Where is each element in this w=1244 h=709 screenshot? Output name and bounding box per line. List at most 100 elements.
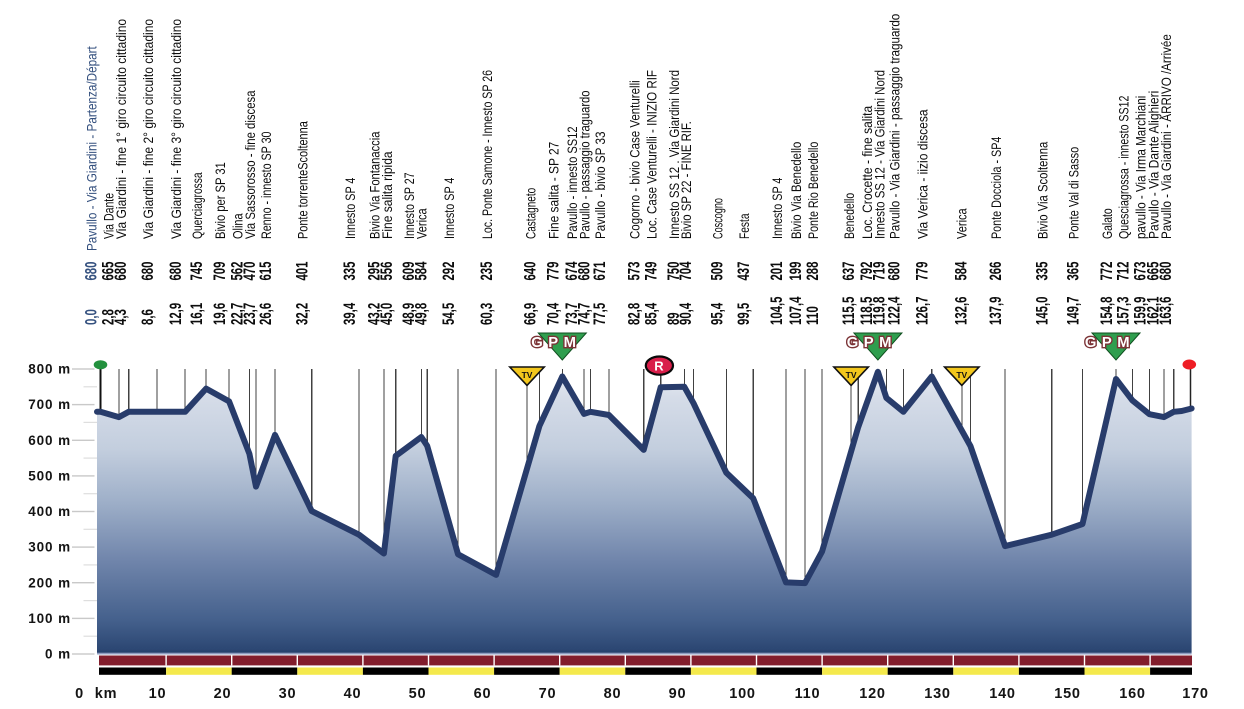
svg-text:200 m: 200 m (28, 575, 71, 590)
svg-text:Bivio Via Benedello: Bivio Via Benedello (788, 142, 804, 239)
svg-text:100 m: 100 m (28, 611, 71, 626)
svg-text:Bivio Via Scoltenna: Bivio Via Scoltenna (1035, 142, 1051, 239)
svg-text:26,6: 26,6 (256, 303, 275, 325)
svg-text:115,5: 115,5 (839, 297, 858, 326)
svg-text:Loc. Case Venturelli - INIZIO: Loc. Case Venturelli - INIZIO RIF (644, 70, 660, 239)
svg-text:90,4: 90,4 (676, 302, 695, 325)
svg-text:74,7: 74,7 (574, 303, 593, 325)
svg-text:Bivio Via Fontanaccia: Bivio Via Fontanaccia (367, 131, 383, 239)
svg-text:719: 719 (869, 262, 888, 281)
svg-text:19,6: 19,6 (210, 303, 229, 325)
svg-text:70: 70 (539, 686, 557, 702)
svg-text:GPM: GPM (1085, 335, 1135, 351)
svg-text:584: 584 (951, 261, 970, 280)
svg-text:Pavullo - Via Giardini - ARRIV: Pavullo - Via Giardini - ARRIVO /Arrivée (1158, 34, 1174, 239)
svg-text:60,3: 60,3 (477, 303, 496, 325)
svg-text:Innesto SS 12 . Via Giardini N: Innesto SS 12 . Via Giardini Nord (666, 70, 682, 239)
svg-text:Loc. Ponte Samone - Innesto SP: Loc. Ponte Samone - Innesto SP 26 (479, 70, 495, 239)
svg-text:73,7: 73,7 (562, 303, 581, 325)
svg-text:107,4: 107,4 (786, 296, 805, 325)
svg-text:562: 562 (228, 262, 247, 281)
svg-text:637: 637 (839, 262, 858, 281)
svg-text:772: 772 (1097, 262, 1116, 281)
svg-text:70,4: 70,4 (543, 302, 562, 325)
svg-text:680: 680 (138, 262, 157, 281)
svg-text:365: 365 (1064, 262, 1083, 281)
svg-text:Via Sassorosso - fine discesa: Via Sassorosso - fine discesa (242, 90, 258, 239)
svg-text:TV: TV (846, 370, 857, 380)
svg-text:Coscogno: Coscogno (709, 198, 725, 239)
svg-text:R: R (654, 359, 664, 374)
svg-text:292: 292 (439, 262, 458, 281)
svg-text:779: 779 (543, 262, 562, 281)
svg-text:95,4: 95,4 (707, 302, 726, 325)
svg-text:680: 680 (82, 262, 101, 281)
svg-text:609: 609 (399, 262, 418, 281)
svg-text:TV: TV (522, 370, 533, 380)
svg-text:Via Dante: Via Dante (101, 193, 117, 239)
svg-text:20: 20 (214, 686, 232, 702)
svg-text:750: 750 (664, 262, 683, 281)
svg-text:295: 295 (365, 262, 384, 281)
svg-text:157,3: 157,3 (1113, 297, 1132, 326)
svg-text:745: 745 (187, 262, 206, 281)
svg-text:110: 110 (803, 306, 822, 325)
svg-text:122,4: 122,4 (884, 296, 903, 325)
svg-text:130: 130 (924, 686, 951, 702)
svg-text:43,2: 43,2 (365, 303, 384, 325)
svg-text:Castagneto: Castagneto (522, 188, 538, 239)
svg-text:23,7: 23,7 (240, 303, 259, 325)
svg-text:TV: TV (956, 370, 967, 380)
svg-text:335: 335 (340, 262, 359, 281)
svg-text:Ponte Val di Sasso: Ponte Val di Sasso (1066, 147, 1082, 239)
svg-text:Olina: Olina (230, 213, 246, 239)
svg-text:10: 10 (149, 686, 167, 702)
svg-text:437: 437 (734, 262, 753, 281)
svg-text:Via Giardini - fine 3° giro ci: Via Giardini - fine 3° giro circuito cit… (168, 19, 184, 239)
svg-text:149,7: 149,7 (1064, 297, 1083, 326)
svg-text:120: 120 (859, 686, 886, 702)
svg-text:km: km (95, 686, 118, 702)
svg-text:712: 712 (1113, 262, 1132, 281)
svg-text:556: 556 (377, 262, 396, 281)
svg-text:Ponte Rio Benedello: Ponte Rio Benedello (805, 142, 821, 239)
svg-text:49,8: 49,8 (411, 303, 430, 325)
svg-text:132,6: 132,6 (951, 297, 970, 326)
svg-text:8,6: 8,6 (138, 309, 157, 325)
svg-text:704: 704 (676, 261, 695, 280)
svg-text:100: 100 (729, 686, 756, 702)
svg-text:12,9: 12,9 (166, 303, 185, 325)
svg-text:Innesto SP 4: Innesto SP 4 (342, 177, 358, 239)
svg-text:792: 792 (857, 262, 876, 281)
svg-text:680: 680 (166, 262, 185, 281)
svg-text:665: 665 (99, 262, 118, 281)
svg-text:104,5: 104,5 (767, 297, 786, 326)
svg-text:235: 235 (477, 262, 496, 281)
svg-text:16,1: 16,1 (187, 303, 206, 325)
svg-text:119,8: 119,8 (869, 297, 888, 326)
svg-text:709: 709 (210, 262, 229, 281)
svg-text:160: 160 (1119, 686, 1146, 702)
svg-text:Pavullo - Via Giardini - Parte: Pavullo - Via Giardini - Partenza/Départ (84, 46, 100, 251)
svg-text:0 m: 0 m (45, 647, 71, 662)
svg-text:640: 640 (520, 262, 539, 281)
svg-text:Pavullo - innesto SS12: Pavullo - innesto SS12 (564, 126, 580, 239)
svg-text:Fine salita - SP 27: Fine salita - SP 27 (545, 142, 561, 239)
svg-text:Pavullo - bivio SP 33: Pavullo - bivio SP 33 (592, 131, 608, 239)
svg-text:163,6: 163,6 (1156, 297, 1175, 326)
svg-text:154,8: 154,8 (1097, 297, 1116, 326)
svg-text:Innesto SS 12 - Via Giardini N: Innesto SS 12 - Via Giardini Nord (871, 70, 887, 239)
svg-text:680: 680 (111, 262, 130, 281)
svg-text:Via Giardini - fine 1° giro ci: Via Giardini - fine 1° giro circuito cit… (113, 19, 129, 239)
svg-text:66,9: 66,9 (520, 303, 539, 325)
svg-text:Pavullo - passaggio traguardo: Pavullo - passaggio traguardo (576, 90, 592, 239)
svg-text:39,4: 39,4 (340, 302, 359, 325)
svg-text:300 m: 300 m (28, 540, 71, 555)
svg-text:Verica: Verica (413, 208, 429, 239)
svg-text:48,9: 48,9 (399, 303, 418, 325)
svg-text:Bivio per SP 31: Bivio per SP 31 (212, 162, 228, 239)
svg-text:665: 665 (1144, 262, 1163, 281)
svg-text:50: 50 (409, 686, 427, 702)
svg-text:0,0: 0,0 (82, 309, 101, 325)
svg-text:40: 40 (344, 686, 362, 702)
